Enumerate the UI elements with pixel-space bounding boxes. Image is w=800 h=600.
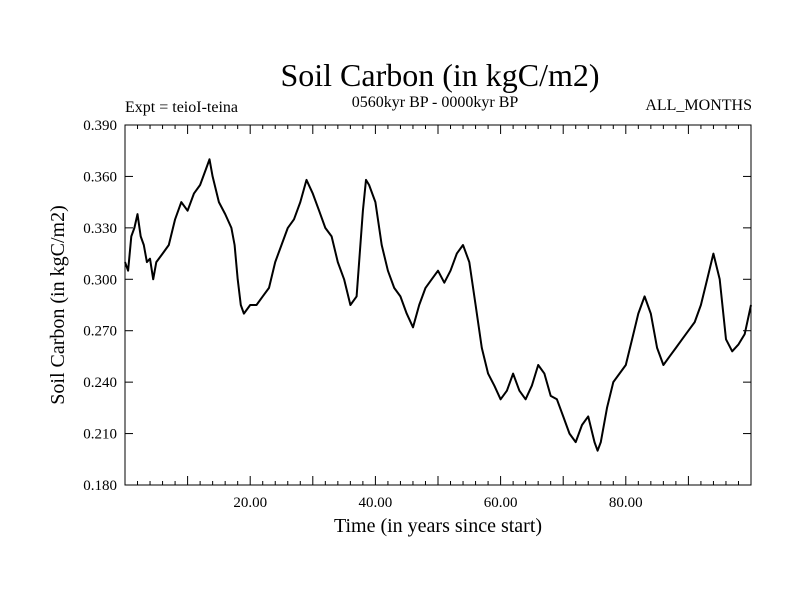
months-label: ALL_MONTHS — [645, 97, 752, 114]
chart-title: Soil Carbon (in kgC/m2) — [280, 57, 599, 93]
x-axis-label: Time (in years since start) — [334, 515, 542, 537]
plot-frame — [124, 124, 752, 486]
y-tick-label: 0.210 — [83, 427, 117, 443]
y-axis-label: Soil Carbon (in kgC/m2) — [47, 205, 69, 404]
y-tick-label: 0.240 — [83, 375, 117, 391]
y-axis-ticks: 0.180 0.210 0.240 0.270 0.300 0.330 0.360 0.390 — [83, 118, 751, 494]
experiment-label: Expt = teioI-teina — [125, 99, 238, 116]
period-label: 0560kyr BP - 0000kyr BP — [352, 94, 519, 111]
y-tick-label: 0.390 — [83, 118, 117, 134]
y-tick-label: 0.360 — [83, 169, 117, 185]
y-tick-label: 0.270 — [83, 324, 117, 340]
x-tick-label: 60.00 — [484, 495, 518, 511]
soil-carbon-series-line — [124, 158, 752, 452]
x-axis-ticks: 20.00 40.00 60.00 80.00 — [137, 125, 739, 511]
y-tick-label: 0.300 — [83, 272, 117, 288]
y-tick-label: 0.330 — [83, 221, 117, 237]
y-tick-label: 0.180 — [83, 478, 117, 494]
x-tick-label: 40.00 — [359, 495, 393, 511]
x-tick-label: 80.00 — [609, 495, 643, 511]
x-tick-label: 20.00 — [233, 495, 267, 511]
